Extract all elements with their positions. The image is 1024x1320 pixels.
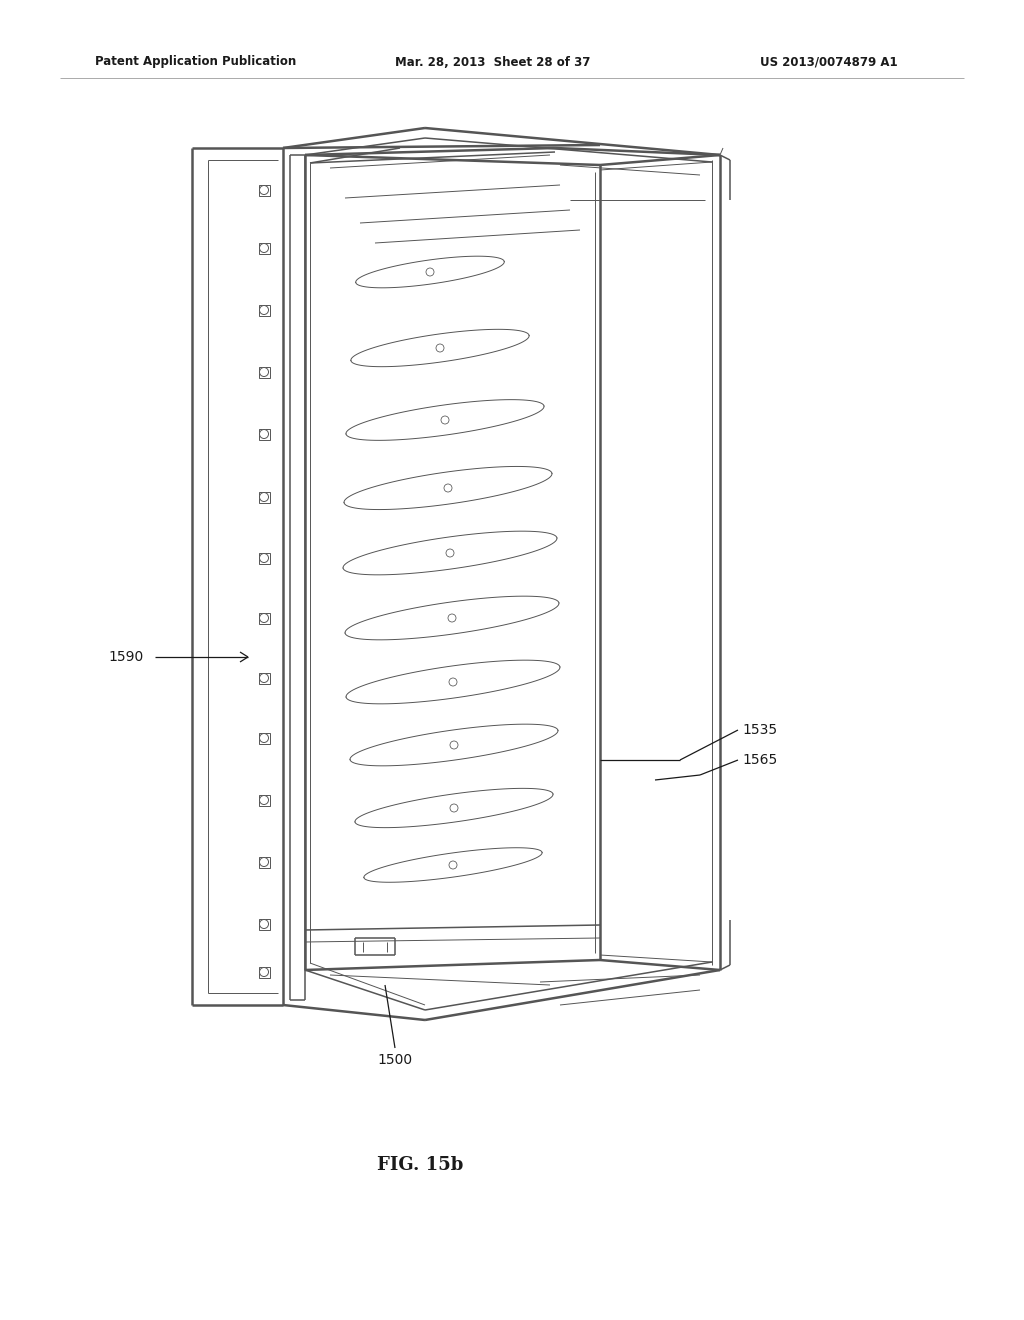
Text: 1500: 1500	[378, 1053, 413, 1067]
FancyBboxPatch shape	[258, 185, 269, 195]
Circle shape	[259, 673, 268, 682]
Circle shape	[259, 492, 268, 502]
Circle shape	[259, 734, 268, 742]
Circle shape	[449, 678, 457, 686]
Text: FIG. 15b: FIG. 15b	[377, 1156, 463, 1173]
Circle shape	[436, 345, 444, 352]
FancyBboxPatch shape	[258, 553, 269, 564]
FancyBboxPatch shape	[258, 429, 269, 440]
Text: US 2013/0074879 A1: US 2013/0074879 A1	[760, 55, 898, 69]
Circle shape	[259, 920, 268, 928]
FancyBboxPatch shape	[258, 491, 269, 503]
FancyBboxPatch shape	[258, 966, 269, 978]
Circle shape	[450, 741, 458, 748]
Circle shape	[259, 614, 268, 623]
Text: 1535: 1535	[742, 723, 777, 737]
FancyBboxPatch shape	[258, 733, 269, 743]
FancyBboxPatch shape	[258, 672, 269, 684]
Circle shape	[259, 429, 268, 438]
Circle shape	[426, 268, 434, 276]
FancyBboxPatch shape	[258, 367, 269, 378]
Circle shape	[446, 549, 454, 557]
Circle shape	[259, 553, 268, 562]
Circle shape	[259, 858, 268, 866]
FancyBboxPatch shape	[258, 612, 269, 623]
FancyBboxPatch shape	[258, 795, 269, 805]
Circle shape	[450, 804, 458, 812]
Text: Mar. 28, 2013  Sheet 28 of 37: Mar. 28, 2013 Sheet 28 of 37	[395, 55, 591, 69]
FancyBboxPatch shape	[258, 243, 269, 253]
Circle shape	[449, 614, 456, 622]
Circle shape	[259, 367, 268, 376]
Circle shape	[441, 416, 449, 424]
Text: 1565: 1565	[742, 752, 777, 767]
Text: Patent Application Publication: Patent Application Publication	[95, 55, 296, 69]
Text: 1590: 1590	[108, 649, 143, 664]
Circle shape	[259, 186, 268, 194]
Circle shape	[259, 968, 268, 977]
FancyBboxPatch shape	[258, 919, 269, 929]
FancyBboxPatch shape	[258, 305, 269, 315]
Circle shape	[259, 243, 268, 252]
Circle shape	[444, 484, 452, 492]
Circle shape	[259, 305, 268, 314]
Circle shape	[259, 796, 268, 804]
Circle shape	[449, 861, 457, 869]
FancyBboxPatch shape	[258, 857, 269, 867]
